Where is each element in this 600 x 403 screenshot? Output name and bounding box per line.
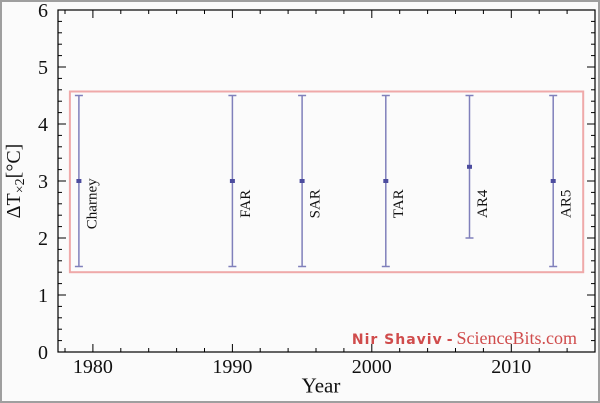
data-point-ar5 [550,179,556,183]
data-point-ar4 [467,164,472,169]
data-point-charney [76,179,82,183]
y-tick-label: 4 [38,114,48,136]
error-bar-ar5: AR5 [549,94,575,268]
credit-line: Nir Shaviv - ScienceBits.com [352,329,577,349]
credit-author: Nir Shaviv [351,332,443,348]
y-axis-label-prefix: ΔT [3,193,25,219]
y-tick-label: 1 [38,285,48,307]
x-tick-label: 2000 [352,356,392,378]
data-point-far [229,179,235,183]
x-tick-label: 1980 [73,356,113,378]
y-axis-label-suffix: [°C] [3,143,25,179]
credit-site: ScienceBits.com [456,328,577,348]
error-bar-ar4: AR4 [465,94,491,239]
y-tick-label: 0 [38,342,48,364]
error-bar-far: FAR [228,94,254,268]
point-label-ar5: AR5 [559,190,575,218]
point-label-tar: TAR [391,189,407,218]
y-axis-label-subscript: ×2 [13,178,28,194]
y-tick-label: 2 [38,228,48,250]
error-bar-sar: SAR [298,94,324,268]
x-tick-label: 1990 [212,356,252,378]
data-point-sar [299,179,305,183]
point-label-ar4: AR4 [475,189,491,218]
credit-separator: - [446,332,453,348]
x-axis-label: Year [301,373,341,398]
x-tick-label: 2010 [491,356,531,378]
y-tick-label: 3 [38,171,48,193]
highlight-box [68,90,585,274]
point-label-sar: SAR [308,189,324,218]
y-axis-label: ΔT×2[°C] [3,144,29,219]
error-bar-charney: Charney [74,94,100,268]
data-point-tar [383,179,389,183]
error-bar-tar: TAR [381,94,407,268]
plot-frame [57,9,596,353]
point-label-charney: Charney [84,178,100,229]
y-tick-label: 6 [38,0,48,22]
y-tick-label: 5 [38,57,48,79]
point-label-far: FAR [238,190,254,218]
